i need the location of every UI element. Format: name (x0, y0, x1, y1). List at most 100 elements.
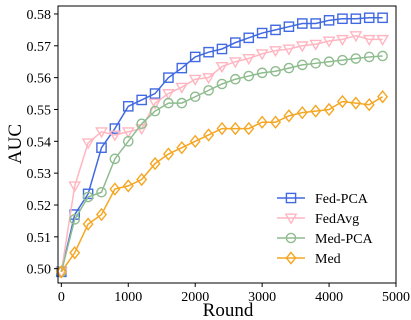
data-point (377, 12, 388, 24)
y-tick-label: 0.51 (27, 231, 52, 246)
legend-label: FedAvg (315, 212, 359, 227)
data-point (109, 123, 121, 134)
legend-item: Med-PCA (277, 232, 373, 247)
data-point (203, 46, 214, 58)
data-point (216, 43, 228, 55)
data-point (350, 96, 362, 110)
data-point (282, 44, 296, 56)
legend-label: Med-PCA (315, 232, 373, 247)
data-point (296, 59, 308, 71)
legend-label: Med (315, 252, 341, 267)
legend-item: FedAvg (277, 212, 359, 227)
data-point (149, 88, 161, 99)
series-med-pca (56, 50, 388, 278)
data-point (283, 109, 295, 123)
legend-label: Fed-PCA (315, 192, 369, 207)
data-point (136, 172, 148, 187)
legend-item: Med (277, 251, 341, 267)
data-point (337, 54, 348, 66)
plot-frame (57, 5, 397, 284)
data-point (270, 65, 281, 77)
data-point (296, 105, 308, 120)
data-point (96, 142, 107, 153)
x-tick-label: 4000 (315, 290, 343, 305)
data-point (230, 73, 241, 85)
data-point (109, 182, 121, 196)
data-point (349, 31, 363, 43)
legend-marker (284, 213, 298, 225)
data-point (108, 130, 122, 142)
y-axis-label: AUC (5, 124, 26, 164)
data-point (362, 34, 376, 47)
legend-item: Fed-PCA (277, 192, 369, 207)
y-tick-label: 0.54 (27, 135, 52, 150)
data-point (256, 67, 268, 79)
series-line (60, 55, 383, 273)
x-tick-label: 3000 (248, 290, 276, 305)
data-point (162, 147, 174, 161)
data-point (121, 127, 135, 139)
legend-marker (285, 232, 297, 244)
series-fedavg (54, 31, 390, 279)
data-point (295, 41, 309, 53)
data-point (310, 104, 322, 118)
data-point (230, 37, 241, 48)
data-point (215, 61, 229, 74)
data-point (350, 53, 362, 64)
data-point (202, 73, 216, 85)
series-med (55, 90, 389, 279)
data-point (189, 134, 201, 149)
x-tick-label: 1000 (114, 290, 142, 305)
data-point (176, 140, 188, 155)
data-point (69, 246, 81, 260)
data-point (283, 62, 295, 74)
data-point (283, 21, 295, 32)
data-point (82, 191, 94, 203)
data-point (149, 105, 161, 117)
y-tick-label: 0.58 (27, 8, 52, 23)
data-point (122, 179, 134, 193)
data-point (256, 115, 268, 129)
data-point (323, 15, 335, 26)
data-point (363, 12, 375, 24)
data-point (96, 186, 107, 198)
y-tick-label: 0.52 (27, 199, 52, 214)
data-point (122, 136, 134, 147)
data-point (322, 36, 336, 48)
y-tick-label: 0.56 (27, 72, 52, 87)
data-point (68, 181, 82, 193)
data-point (148, 98, 162, 110)
data-point (69, 214, 81, 225)
data-point (243, 70, 255, 82)
data-point (175, 82, 189, 94)
x-axis: 0 1000 2000 3000 4000 5000 (58, 283, 410, 305)
y-tick-label: 0.50 (27, 263, 52, 278)
data-point (189, 91, 201, 103)
data-point (203, 128, 215, 142)
data-point (337, 13, 348, 25)
data-point (377, 90, 389, 104)
x-axis-label: Round (203, 300, 254, 320)
data-point (323, 56, 335, 68)
data-point (310, 58, 321, 69)
data-point (336, 34, 349, 47)
series-fed-pca (56, 12, 388, 278)
series-line (60, 17, 383, 273)
data-point (243, 32, 255, 44)
data-point (81, 138, 95, 150)
data-point (243, 121, 255, 136)
data-point (95, 127, 108, 139)
data-point (188, 74, 202, 86)
data-point (163, 97, 174, 109)
data-point (216, 78, 228, 90)
data-point (95, 207, 108, 222)
data-point (256, 27, 268, 39)
data-point (350, 13, 362, 25)
y-tick-label: 0.53 (27, 167, 52, 182)
x-tick-label: 2000 (181, 290, 209, 305)
data-point (54, 267, 68, 279)
data-point (109, 153, 121, 165)
data-point (255, 49, 269, 61)
data-point (163, 72, 174, 83)
